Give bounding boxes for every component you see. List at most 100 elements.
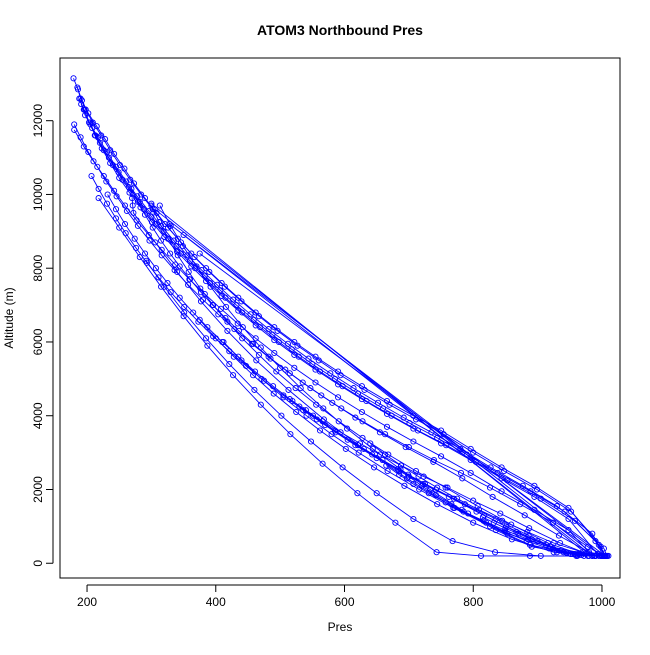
data-point bbox=[224, 318, 231, 325]
data-point bbox=[78, 101, 85, 108]
data-point bbox=[342, 445, 349, 452]
y-tick-label: 4000 bbox=[31, 402, 45, 429]
data-point bbox=[410, 425, 417, 432]
data-point bbox=[553, 549, 560, 556]
data-point bbox=[537, 552, 544, 559]
data-point bbox=[152, 265, 159, 272]
data-point bbox=[167, 222, 174, 229]
y-tick-label: 0 bbox=[31, 560, 45, 567]
data-point bbox=[128, 185, 135, 192]
data-point bbox=[145, 231, 152, 239]
data-point bbox=[112, 206, 120, 213]
data-point bbox=[141, 211, 149, 218]
data-point bbox=[90, 158, 97, 165]
data-point bbox=[499, 517, 506, 524]
data-point bbox=[307, 385, 314, 392]
data-point bbox=[434, 484, 441, 491]
data-point bbox=[103, 200, 111, 207]
data-point bbox=[470, 497, 477, 504]
data-point bbox=[238, 298, 245, 305]
data-point bbox=[230, 372, 237, 379]
series-line bbox=[89, 122, 598, 555]
data-point bbox=[534, 538, 541, 545]
data-point bbox=[253, 357, 260, 364]
data-point bbox=[355, 449, 362, 456]
data-point bbox=[486, 484, 494, 491]
data-point bbox=[477, 552, 485, 559]
data-point bbox=[174, 268, 181, 275]
data-point bbox=[222, 294, 229, 301]
data-point bbox=[185, 268, 192, 275]
data-point bbox=[121, 220, 129, 228]
data-point bbox=[196, 316, 203, 323]
data-point bbox=[335, 394, 342, 401]
data-point bbox=[291, 364, 298, 371]
data-point bbox=[285, 386, 292, 393]
data-point bbox=[129, 195, 136, 202]
data-point bbox=[384, 467, 391, 475]
data-point bbox=[252, 322, 259, 329]
data-point bbox=[597, 543, 604, 550]
x-tick-label: 1000 bbox=[589, 595, 616, 609]
data-point bbox=[70, 75, 77, 82]
data-point bbox=[197, 285, 204, 292]
data-point bbox=[433, 549, 440, 556]
data-point bbox=[146, 237, 153, 244]
data-point bbox=[212, 335, 219, 342]
data-point bbox=[430, 456, 438, 464]
x-tick-label: 800 bbox=[463, 595, 483, 609]
data-point bbox=[226, 361, 233, 368]
data-point bbox=[155, 274, 162, 281]
data-point bbox=[412, 467, 420, 475]
data-point bbox=[111, 187, 118, 194]
data-point bbox=[405, 444, 412, 451]
data-point bbox=[358, 396, 365, 403]
chart-title: ATOM3 Northbound Pres bbox=[257, 22, 423, 38]
data-point bbox=[339, 464, 346, 471]
data-point bbox=[299, 379, 306, 386]
data-point bbox=[307, 438, 315, 445]
data-point bbox=[434, 501, 441, 508]
series-line bbox=[151, 203, 590, 557]
data-point bbox=[297, 385, 304, 392]
data-point bbox=[277, 364, 284, 371]
data-point bbox=[74, 84, 81, 91]
data-point bbox=[121, 202, 129, 209]
data-point bbox=[116, 224, 123, 231]
data-point bbox=[498, 464, 505, 471]
data-point bbox=[271, 324, 278, 331]
y-tick-label: 6000 bbox=[31, 328, 45, 355]
data-point bbox=[359, 418, 366, 425]
data-point bbox=[354, 490, 361, 497]
data-point bbox=[396, 471, 403, 478]
data-point bbox=[257, 401, 264, 408]
data-point bbox=[312, 366, 319, 373]
data-point bbox=[401, 482, 408, 489]
data-point bbox=[312, 353, 319, 360]
data-point bbox=[571, 517, 578, 524]
data-point bbox=[584, 552, 591, 559]
data-point bbox=[180, 231, 187, 239]
data-point bbox=[526, 525, 533, 532]
data-point bbox=[188, 250, 195, 257]
data-point bbox=[271, 337, 278, 344]
data-point bbox=[383, 397, 391, 405]
data-point bbox=[177, 239, 185, 246]
data-point bbox=[438, 440, 445, 447]
data-point bbox=[267, 355, 274, 362]
data-point bbox=[223, 303, 230, 310]
data-point bbox=[174, 252, 181, 259]
data-point bbox=[410, 438, 417, 445]
data-point bbox=[415, 473, 422, 480]
data-point bbox=[138, 191, 145, 198]
data-point bbox=[432, 491, 439, 499]
series-30 bbox=[553, 549, 599, 559]
series-line bbox=[73, 129, 593, 557]
data-point bbox=[563, 549, 570, 556]
data-point bbox=[483, 519, 490, 526]
data-point bbox=[571, 550, 578, 558]
data-point bbox=[497, 510, 504, 517]
data-point bbox=[100, 172, 107, 180]
data-point bbox=[196, 250, 203, 257]
data-point bbox=[459, 475, 466, 482]
